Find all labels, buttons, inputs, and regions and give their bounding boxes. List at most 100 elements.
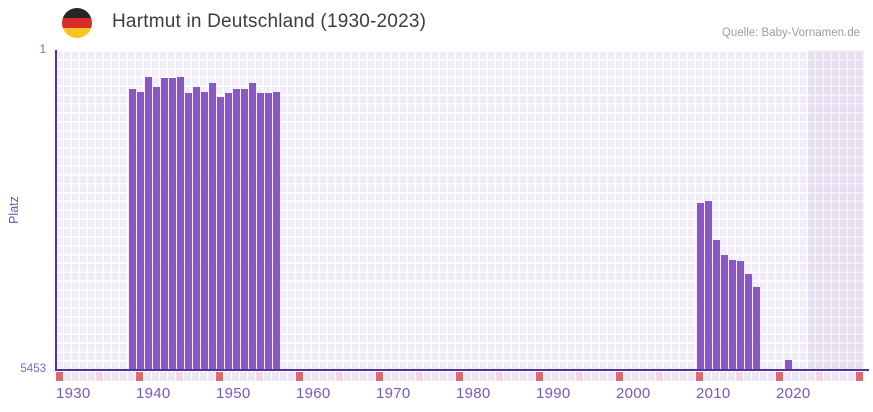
bar-1955[interactable]	[256, 92, 264, 369]
tick-cell-2010	[696, 372, 703, 381]
tick-cell-1965	[336, 372, 343, 381]
tick-cell-2004	[648, 372, 655, 381]
bar-1953[interactable]	[240, 89, 248, 369]
tick-cell-1975	[416, 372, 423, 381]
bar-2016[interactable]	[744, 274, 752, 369]
bar-2017[interactable]	[752, 286, 760, 369]
tick-cell-1959	[288, 372, 295, 381]
tick-cell-1956	[264, 372, 271, 381]
bar-1951[interactable]	[224, 93, 232, 369]
bar-1947[interactable]	[192, 86, 200, 369]
bar-2014[interactable]	[728, 259, 736, 369]
tick-cell-1981	[464, 372, 471, 381]
tick-cell-1993	[560, 372, 567, 381]
bar-1946[interactable]	[184, 92, 192, 369]
tick-cell-1936	[104, 372, 111, 381]
bar-1939[interactable]	[128, 89, 136, 369]
tick-cell-1944	[168, 372, 175, 381]
bar-1950[interactable]	[216, 96, 224, 369]
tick-cell-1991	[544, 372, 551, 381]
bar-1949[interactable]	[208, 83, 216, 369]
tick-cell-1973	[400, 372, 407, 381]
bar-2012[interactable]	[712, 239, 720, 369]
bar-1943[interactable]	[160, 78, 168, 369]
tick-cell-1986	[504, 372, 511, 381]
bar-1952[interactable]	[232, 89, 240, 369]
x-tick-label-1980: 1980	[456, 385, 491, 402]
bar-1942[interactable]	[152, 86, 160, 369]
x-tick-label-1970: 1970	[376, 385, 411, 402]
tick-cell-1961	[304, 372, 311, 381]
x-axis-labels: 1930 1940 1950 1960 1970 1980 1990 2000 2010 2020	[56, 385, 873, 405]
y-tick-best-rank: 1	[39, 44, 46, 56]
tick-cell-1943	[160, 372, 167, 381]
x-tick-label-1960: 1960	[296, 385, 331, 402]
tick-cell-1931	[64, 372, 71, 381]
tick-cell-1972	[392, 372, 399, 381]
tick-cell-2030	[856, 372, 863, 381]
tick-cell-1934	[88, 372, 95, 381]
tick-cell-2017	[752, 372, 759, 381]
bar-2015[interactable]	[736, 260, 744, 369]
chart-title: Hartmut in Deutschland (1930-2023)	[112, 11, 427, 32]
tick-cell-1996	[584, 372, 591, 381]
tick-cell-1937	[112, 372, 119, 381]
bar-1957[interactable]	[272, 91, 280, 369]
tick-cell-2000	[616, 372, 623, 381]
bar-2021[interactable]	[784, 359, 792, 369]
tick-cell-1997	[592, 372, 599, 381]
bar-2010[interactable]	[696, 202, 704, 369]
tick-cell-1980	[456, 372, 463, 381]
tick-cell-2020	[776, 372, 783, 381]
tick-cell-1995	[576, 372, 583, 381]
tick-cell-2026	[824, 372, 831, 381]
tick-cell-1987	[512, 372, 519, 381]
tick-cell-2008	[680, 372, 687, 381]
tick-cell-1958	[280, 372, 287, 381]
tick-cell-1939	[128, 372, 135, 381]
tick-cell-1940	[136, 372, 143, 381]
bar-1945[interactable]	[176, 76, 184, 369]
bar-1954[interactable]	[248, 82, 256, 369]
bar-1940[interactable]	[136, 91, 144, 369]
tick-cell-1989	[528, 372, 535, 381]
tick-cell-1990	[536, 372, 543, 381]
tick-cell-1967	[352, 372, 359, 381]
tick-cell-2028	[840, 372, 847, 381]
tick-cell-2013	[720, 372, 727, 381]
tick-cell-1945	[176, 372, 183, 381]
tick-cell-1985	[496, 372, 503, 381]
tick-cell-2011	[704, 372, 711, 381]
tick-cell-1933	[80, 372, 87, 381]
tick-cell-1968	[360, 372, 367, 381]
tick-cell-2016	[744, 372, 751, 381]
bar-1941[interactable]	[144, 76, 152, 369]
tick-cell-1930	[56, 372, 63, 381]
tick-cell-2022	[792, 372, 799, 381]
tick-cell-2015	[736, 372, 743, 381]
x-tick-label-2010: 2010	[696, 385, 731, 402]
x-tick-label-1940: 1940	[136, 385, 171, 402]
tick-cell-1960	[296, 372, 303, 381]
tick-cell-2014	[728, 372, 735, 381]
tick-cell-1966	[344, 372, 351, 381]
x-tick-label-1990: 1990	[536, 385, 571, 402]
tick-cell-1974	[408, 372, 415, 381]
tick-cell-1952	[232, 372, 239, 381]
tick-cell-1951	[224, 372, 231, 381]
tick-cell-2018	[760, 372, 767, 381]
x-tick-label-2020: 2020	[776, 385, 811, 402]
tick-cell-1971	[384, 372, 391, 381]
tick-cell-1969	[368, 372, 375, 381]
tick-cell-2009	[688, 372, 695, 381]
tick-cell-1984	[488, 372, 495, 381]
x-tick-strip	[56, 372, 864, 381]
tick-cell-2012	[712, 372, 719, 381]
bar-2013[interactable]	[720, 254, 728, 369]
bar-1956[interactable]	[264, 92, 272, 369]
bar-1948[interactable]	[200, 91, 208, 369]
future-region-shade	[808, 50, 864, 369]
bar-2011[interactable]	[704, 200, 712, 369]
bar-1944[interactable]	[168, 78, 176, 369]
